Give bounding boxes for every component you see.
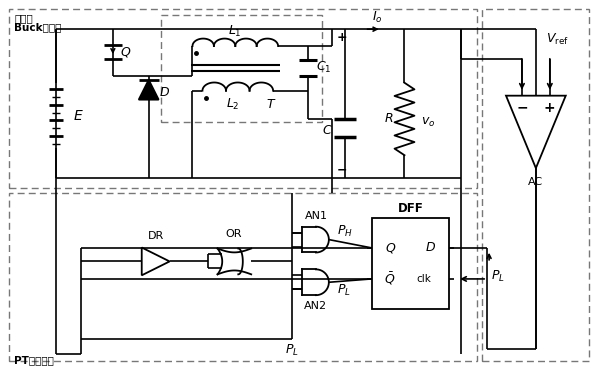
Text: T: T bbox=[266, 98, 274, 111]
Text: Q: Q bbox=[121, 46, 131, 58]
Text: Buck变换器: Buck变换器 bbox=[14, 22, 62, 32]
Text: E: E bbox=[74, 108, 83, 122]
Text: $v_o$: $v_o$ bbox=[421, 116, 435, 129]
Bar bbox=[10, 193, 477, 361]
Text: $L_2$: $L_2$ bbox=[226, 97, 239, 112]
Text: C: C bbox=[323, 124, 331, 137]
Text: −: − bbox=[337, 164, 347, 176]
Text: clk: clk bbox=[416, 274, 431, 284]
Text: $P_L$: $P_L$ bbox=[285, 343, 299, 358]
Text: $C_1$: $C_1$ bbox=[316, 60, 331, 75]
Text: $L_1$: $L_1$ bbox=[229, 24, 242, 39]
Text: AN1: AN1 bbox=[304, 211, 327, 221]
Bar bbox=[10, 9, 477, 188]
Bar bbox=[482, 9, 589, 361]
Text: −: − bbox=[516, 101, 527, 115]
Text: D: D bbox=[160, 86, 169, 99]
Text: $I_o$: $I_o$ bbox=[372, 10, 383, 25]
Text: Q: Q bbox=[386, 241, 396, 255]
Text: $P_L$: $P_L$ bbox=[491, 269, 505, 285]
Bar bbox=[160, 15, 322, 122]
Text: $\bar{Q}$: $\bar{Q}$ bbox=[384, 271, 395, 287]
Text: AN2: AN2 bbox=[304, 301, 327, 311]
Text: AC: AC bbox=[528, 177, 544, 187]
Text: D: D bbox=[426, 241, 435, 255]
Text: +: + bbox=[336, 31, 347, 44]
Text: $P_L$: $P_L$ bbox=[337, 283, 350, 298]
Text: PT控制电路: PT控制电路 bbox=[14, 355, 54, 365]
Text: $P_H$: $P_H$ bbox=[337, 224, 353, 239]
Text: R: R bbox=[384, 112, 393, 125]
Polygon shape bbox=[139, 80, 159, 100]
Text: DR: DR bbox=[147, 231, 164, 240]
Text: OR: OR bbox=[225, 229, 242, 239]
Text: +: + bbox=[544, 101, 555, 115]
Text: DFF: DFF bbox=[397, 202, 424, 215]
Text: $V_{\rm ref}$: $V_{\rm ref}$ bbox=[546, 31, 568, 47]
Text: 改进型: 改进型 bbox=[14, 13, 33, 23]
Bar bbox=[372, 218, 449, 309]
